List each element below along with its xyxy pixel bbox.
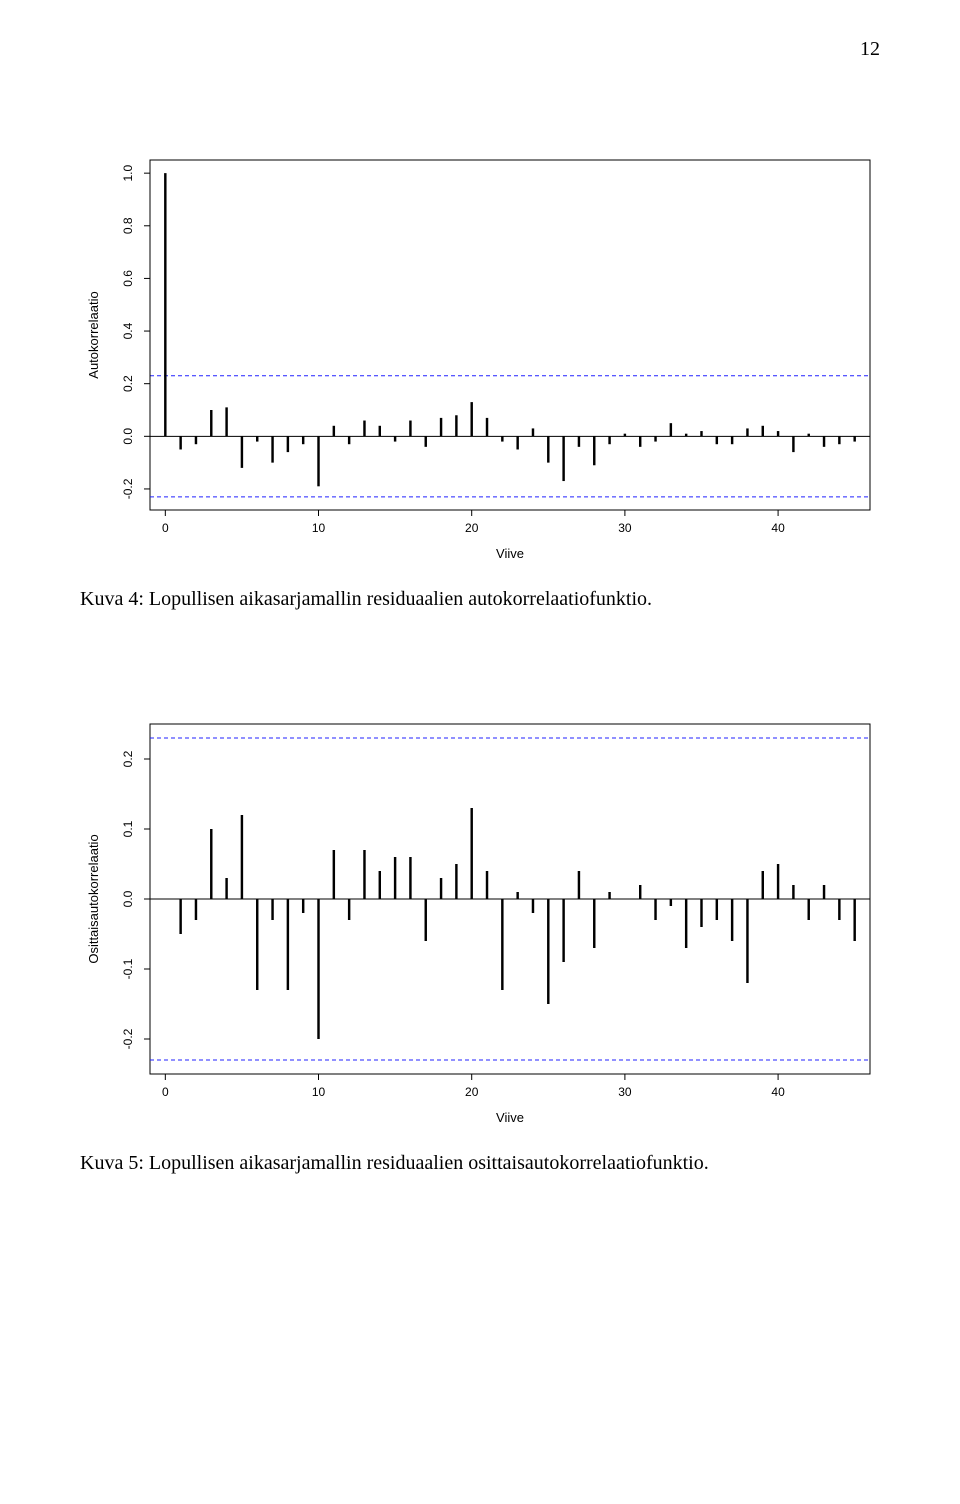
svg-text:0.2: 0.2 [121,750,135,767]
svg-text:0.8: 0.8 [121,217,135,234]
svg-text:40: 40 [771,521,785,535]
figure-5-container: -0.2 -0.1 0.0 0.1 0.2 0 10 20 30 40 Viive Osittaisa… [80,714,880,1139]
svg-text:Viive: Viive [496,1110,524,1125]
svg-text:-0.2: -0.2 [121,478,135,499]
svg-text:10: 10 [312,521,326,535]
svg-text:Viive: Viive [496,546,524,561]
svg-text:0.2: 0.2 [121,375,135,392]
figure-5-plot: -0.2 -0.1 0.0 0.1 0.2 0 10 20 30 40 Viive Osittaisa… [80,714,880,1134]
svg-text:30: 30 [618,1085,632,1099]
svg-text:-0.2: -0.2 [121,1028,135,1049]
svg-text:0.6: 0.6 [121,270,135,287]
svg-text:0.0: 0.0 [121,890,135,907]
svg-text:0: 0 [162,521,169,535]
page: 12 -0.2 0.0 0.2 0.4 0.6 0.8 1.0 0 10 20 30 40 Viive A… [0,0,960,1504]
svg-text:40: 40 [771,1085,785,1099]
svg-text:30: 30 [618,521,632,535]
svg-text:-0.1: -0.1 [121,958,135,979]
figure-4-plot: -0.2 0.0 0.2 0.4 0.6 0.8 1.0 0 10 20 30 40 Viive Auto… [80,150,880,570]
figure-4-container: -0.2 0.0 0.2 0.4 0.6 0.8 1.0 0 10 20 30 40 Viive Auto… [80,150,880,575]
figure-5-caption: Kuva 5: Lopullisen aikasarjamallin resid… [80,1149,880,1178]
figure-4-caption: Kuva 4: Lopullisen aikasarjamallin resid… [80,585,880,614]
svg-text:0.1: 0.1 [121,820,135,837]
svg-text:20: 20 [465,1085,479,1099]
svg-text:0.4: 0.4 [121,322,135,339]
page-number: 12 [860,38,880,61]
svg-text:1.0: 1.0 [121,164,135,181]
svg-text:20: 20 [465,521,479,535]
svg-text:10: 10 [312,1085,326,1099]
svg-text:0: 0 [162,1085,169,1099]
svg-text:Osittaisautokorrelaatio: Osittaisautokorrelaatio [86,834,101,963]
svg-text:Autokorrelaatio: Autokorrelaatio [86,291,101,378]
svg-text:0.0: 0.0 [121,428,135,445]
